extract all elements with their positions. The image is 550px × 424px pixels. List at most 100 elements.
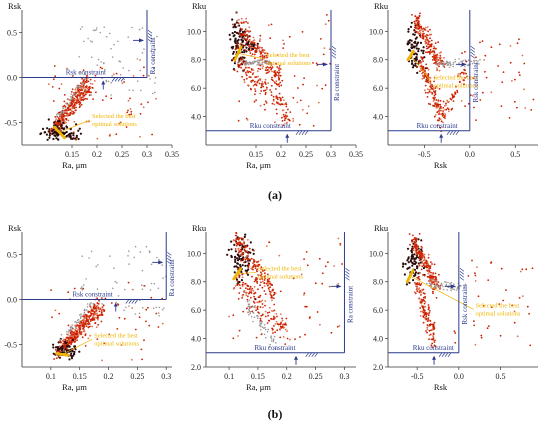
scatter-point (154, 82, 156, 84)
scatter-point (450, 287, 452, 290)
scatter-point (257, 317, 259, 320)
scatter-point (467, 64, 470, 67)
scatter-point (283, 43, 285, 45)
scatter-point (110, 47, 112, 50)
scatter-point (500, 105, 503, 107)
scatter-point (448, 66, 451, 69)
scatter-point (83, 78, 85, 80)
scatter-point (416, 283, 419, 286)
scatter-point (442, 288, 445, 291)
scatter-point (86, 74, 88, 77)
scatter-point (232, 337, 235, 340)
constraint-hatch (147, 29, 153, 34)
scatter-point (433, 58, 436, 61)
scatter-point (90, 250, 93, 253)
scatter-point (244, 28, 247, 31)
scatter-point (419, 35, 422, 38)
scatter-point (337, 283, 340, 285)
scatter-point (77, 129, 80, 132)
scatter-point (511, 80, 513, 82)
scatter-point (158, 312, 160, 314)
scatter-point (415, 25, 418, 28)
annotation-pointer (410, 55, 432, 82)
scatter-point (128, 69, 130, 72)
scatter-point (296, 101, 299, 104)
scatter-point (55, 357, 58, 359)
scatter-point (127, 281, 130, 284)
x-axis-label: Rsk (434, 160, 448, 170)
scatter-point (516, 42, 519, 45)
scatter-point (419, 272, 421, 274)
scatter-point (147, 306, 149, 309)
scatter-point (73, 352, 76, 355)
scatter-point (415, 58, 418, 61)
scatter-point (260, 300, 262, 303)
scatter-point (86, 315, 88, 318)
scatter-point (79, 132, 82, 135)
scatter-point (80, 313, 82, 315)
scatter-point (84, 345, 87, 347)
scatter-point (417, 47, 420, 51)
scatter-point (259, 55, 262, 58)
scatter-point (420, 65, 422, 68)
scatter-point (131, 26, 133, 29)
scatter-point (81, 26, 83, 28)
scatter-point (259, 78, 261, 80)
scatter-point (56, 125, 59, 128)
scatter-point (422, 66, 425, 69)
scatter-point (83, 315, 86, 317)
scatter-point (298, 123, 301, 126)
scatter-point (423, 28, 426, 31)
scatter-point (442, 285, 444, 288)
annotation-text: optimal solutions (258, 273, 303, 280)
scatter-point (238, 18, 240, 21)
scatter-point (257, 59, 260, 61)
scatter-point (427, 253, 430, 256)
scatter-point (240, 252, 243, 255)
scatter-point (438, 113, 440, 115)
scatter-point (249, 296, 252, 299)
scatter-point (426, 81, 428, 83)
scatter-point (232, 23, 234, 26)
scatter-point (251, 73, 254, 76)
scatter-point (243, 51, 246, 54)
scatter-point (464, 283, 467, 286)
scatter-point (245, 60, 247, 62)
scatter-point (263, 89, 265, 92)
scatter-point (92, 310, 95, 312)
scatter-point (97, 58, 100, 61)
scatter-point (100, 311, 103, 314)
scatter-point (433, 45, 435, 48)
scatter-point (439, 99, 442, 102)
scatter-point (96, 288, 99, 290)
scatter-point (521, 295, 524, 297)
constraint-hatch (345, 267, 350, 272)
y-tick-label: 10.0 (187, 249, 201, 258)
scatter-point (251, 275, 253, 278)
x-tick-label: 0.5 (496, 372, 506, 381)
scatter-point (118, 60, 120, 62)
scatter-point (253, 43, 256, 46)
scatter-point (96, 304, 99, 307)
scatter-point (66, 98, 69, 101)
scatter-point (39, 132, 42, 136)
scatter-point (475, 62, 478, 65)
scatter-point (81, 286, 83, 288)
scatter-point (412, 234, 414, 237)
scatter-point (274, 323, 277, 325)
x-tick-label: 0.2 (276, 150, 286, 159)
scatter-point (81, 86, 84, 89)
scatter-point (268, 67, 270, 69)
scatter-point (415, 36, 418, 39)
scatter-point (257, 263, 260, 266)
scatter-point (427, 308, 430, 311)
scatter-point (241, 273, 244, 276)
scatter-point (282, 47, 285, 49)
scatter-point (297, 87, 299, 89)
scatter-point (465, 60, 468, 63)
scatter-point (482, 305, 485, 307)
scatter-point (423, 256, 426, 258)
scatter-point (78, 329, 81, 331)
scatter-point (478, 63, 480, 65)
scatter-point (248, 314, 250, 316)
